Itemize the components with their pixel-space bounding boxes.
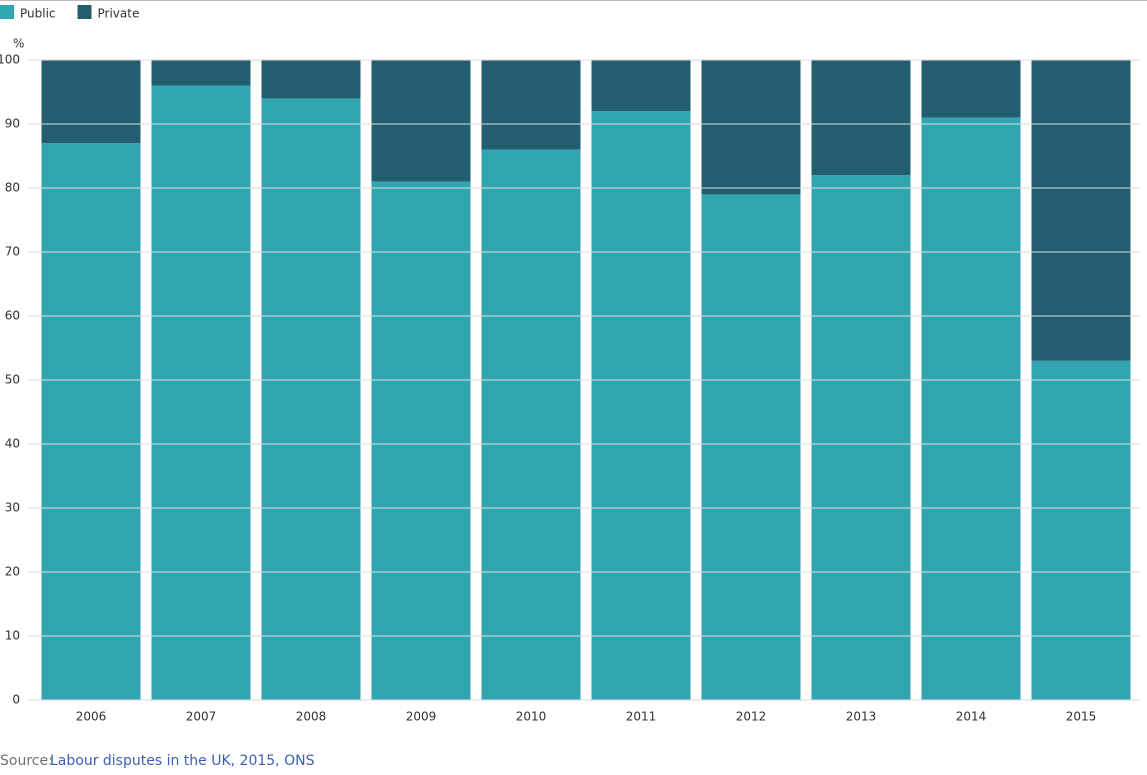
bar-segment: [921, 117, 1021, 701]
bar-segment: [921, 60, 1021, 118]
y-tick-label: 30: [5, 501, 20, 515]
bar-segment: [481, 60, 581, 150]
bar-segment: [261, 60, 361, 99]
x-tick-label: 2009: [406, 710, 437, 724]
bar-segment: [261, 98, 361, 700]
bar-segment: [371, 60, 471, 182]
bar-segment: [591, 60, 691, 112]
y-tick-label: 90: [5, 117, 20, 131]
bar-segment: [591, 111, 691, 700]
y-tick-label: 100: [0, 53, 20, 67]
x-tick-label: 2015: [1066, 710, 1097, 724]
bar-segment: [151, 85, 251, 701]
source-label: Source:: [0, 753, 53, 769]
y-tick-label: 60: [5, 309, 20, 323]
bar-segment: [701, 60, 801, 195]
bar-segment: [811, 175, 911, 700]
legend-swatch: [0, 5, 14, 19]
bar-segment: [701, 194, 801, 700]
bar-segment: [811, 60, 911, 176]
bar-segment: [371, 181, 471, 701]
source-link[interactable]: Labour disputes in the UK, 2015, ONS: [50, 753, 315, 769]
y-tick-label: 20: [5, 565, 20, 579]
x-tick-label: 2008: [296, 710, 327, 724]
legend-label: Public: [20, 7, 56, 21]
y-unit: %: [13, 37, 24, 51]
y-tick-label: 40: [5, 437, 20, 451]
bar-segment: [41, 143, 141, 700]
y-tick-label: 10: [5, 629, 20, 643]
bar-segment: [481, 149, 581, 701]
legend-label: Private: [98, 7, 140, 21]
x-tick-label: 2014: [956, 710, 987, 724]
y-tick-label: 50: [5, 373, 20, 387]
bar-segment: [1031, 60, 1131, 361]
x-tick-label: 2011: [626, 710, 657, 724]
x-tick-label: 2010: [516, 710, 547, 724]
x-tick-label: 2007: [186, 710, 217, 724]
y-tick-label: 80: [5, 181, 20, 195]
bar-segment: [41, 60, 141, 144]
y-tick-label: 0: [12, 693, 20, 707]
x-tick-label: 2006: [76, 710, 107, 724]
y-tick-label: 70: [5, 245, 20, 259]
legend-swatch: [77, 5, 92, 19]
bar-segment: [1031, 360, 1131, 700]
x-tick-label: 2013: [846, 710, 877, 724]
bar-segment: [151, 60, 251, 86]
x-tick-label: 2012: [736, 710, 767, 724]
